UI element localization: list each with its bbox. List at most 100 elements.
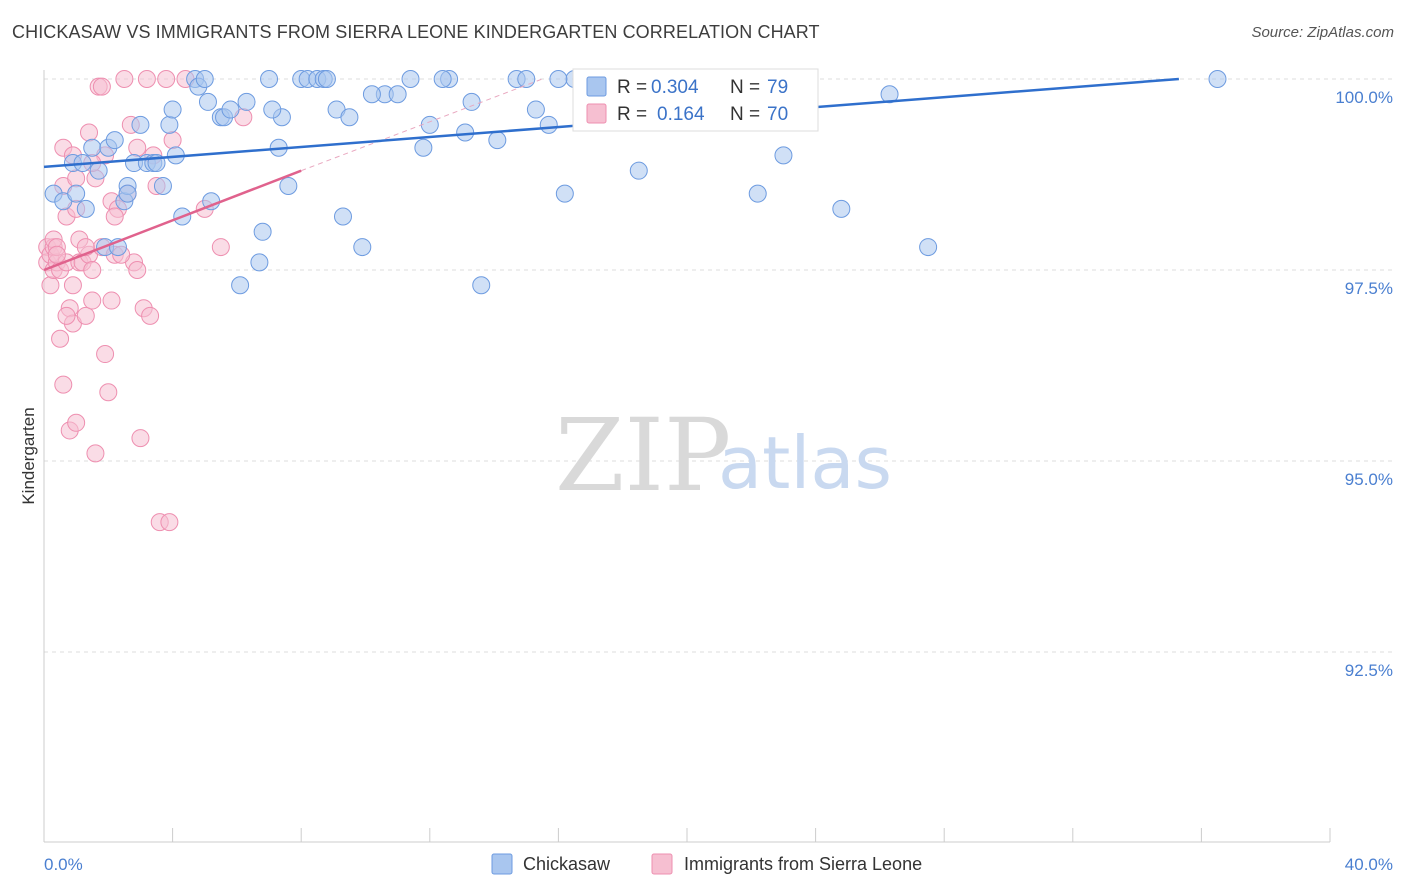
- data-point-chickasaw[interactable]: [420, 115, 439, 134]
- data-point-sierra-leone[interactable]: [63, 276, 82, 295]
- data-point-chickasaw[interactable]: [362, 85, 381, 104]
- data-point-sierra-leone[interactable]: [80, 123, 99, 142]
- series-sierra-leone: [38, 70, 253, 532]
- bottom-legend-swatch-sierra-leone[interactable]: [651, 853, 673, 875]
- legend-r-label-2: R =: [617, 104, 647, 125]
- data-point-chickasaw[interactable]: [153, 176, 172, 195]
- data-point-sierra-leone[interactable]: [160, 513, 179, 532]
- data-point-chickasaw[interactable]: [76, 199, 95, 218]
- data-point-sierra-leone[interactable]: [128, 261, 147, 279]
- data-point-sierra-leone[interactable]: [128, 138, 147, 157]
- data-point-chickasaw[interactable]: [456, 123, 475, 142]
- bottom-legend-label-chickasaw[interactable]: Chickasaw: [523, 854, 611, 874]
- data-point-chickasaw[interactable]: [472, 276, 491, 295]
- legend-r-value-2: 0.164: [657, 104, 705, 125]
- data-point-sierra-leone[interactable]: [137, 70, 156, 88]
- y-tick-label: 92.5%: [1345, 661, 1393, 680]
- data-point-sierra-leone[interactable]: [102, 291, 121, 310]
- data-point-chickasaw[interactable]: [526, 100, 545, 119]
- data-point-sierra-leone[interactable]: [41, 276, 60, 295]
- data-point-chickasaw[interactable]: [748, 184, 767, 203]
- data-point-chickasaw[interactable]: [462, 92, 481, 111]
- data-point-sierra-leone[interactable]: [54, 375, 73, 394]
- data-point-chickasaw[interactable]: [221, 100, 240, 119]
- data-point-chickasaw[interactable]: [131, 115, 150, 134]
- data-point-sierra-leone[interactable]: [83, 291, 102, 310]
- data-point-chickasaw[interactable]: [279, 176, 298, 195]
- data-point-chickasaw[interactable]: [353, 238, 372, 257]
- data-point-chickasaw[interactable]: [163, 100, 182, 119]
- y-axis-title: Kindergarten: [19, 407, 38, 504]
- data-point-sierra-leone[interactable]: [92, 77, 111, 96]
- data-point-sierra-leone[interactable]: [57, 306, 76, 325]
- data-point-chickasaw[interactable]: [105, 131, 124, 150]
- legend-n-value-1: 79: [767, 77, 788, 98]
- legend-frame: [572, 68, 819, 132]
- x-tick-label-min: 0.0%: [44, 855, 83, 874]
- data-point-chickasaw[interactable]: [260, 70, 279, 88]
- data-point-chickasaw[interactable]: [67, 184, 86, 203]
- data-point-chickasaw[interactable]: [555, 184, 574, 203]
- legend-r-label-1: R =: [617, 77, 647, 98]
- data-point-sierra-leone[interactable]: [67, 169, 86, 188]
- chart-title: CHICKASAW VS IMMIGRANTS FROM SIERRA LEON…: [12, 22, 820, 42]
- bottom-legend-swatch-chickasaw[interactable]: [491, 853, 513, 875]
- data-point-chickasaw[interactable]: [629, 161, 648, 180]
- data-point-sierra-leone[interactable]: [141, 306, 160, 325]
- data-point-sierra-leone[interactable]: [47, 245, 66, 264]
- data-point-chickasaw[interactable]: [517, 70, 536, 88]
- grid-lines: [44, 78, 1395, 653]
- data-point-sierra-leone[interactable]: [157, 70, 176, 88]
- data-point-chickasaw[interactable]: [263, 100, 282, 119]
- data-point-sierra-leone[interactable]: [163, 131, 182, 150]
- data-point-chickasaw[interactable]: [340, 108, 359, 127]
- data-point-sierra-leone[interactable]: [115, 70, 134, 88]
- data-point-chickasaw[interactable]: [401, 70, 420, 88]
- data-point-chickasaw[interactable]: [1208, 70, 1227, 88]
- y-tick-label: 100.0%: [1335, 88, 1393, 107]
- x-ticks: [43, 828, 1331, 842]
- data-point-chickasaw[interactable]: [488, 131, 507, 150]
- data-point-chickasaw[interactable]: [83, 138, 102, 157]
- data-point-sierra-leone[interactable]: [67, 413, 86, 432]
- data-point-chickasaw[interactable]: [774, 146, 793, 165]
- data-point-chickasaw[interactable]: [919, 238, 938, 257]
- data-point-chickasaw[interactable]: [414, 138, 433, 157]
- watermark-atlas: atlas: [718, 421, 892, 505]
- data-point-chickasaw[interactable]: [198, 92, 217, 111]
- data-point-sierra-leone[interactable]: [211, 238, 230, 257]
- data-point-chickasaw[interactable]: [549, 70, 568, 88]
- data-point-chickasaw[interactable]: [195, 70, 214, 88]
- legend-box: R = 0.304 N = 79 R = 0.164 N = 70: [572, 68, 819, 132]
- source-label[interactable]: Source: ZipAtlas.com: [1251, 24, 1394, 41]
- data-point-chickasaw[interactable]: [160, 115, 179, 134]
- x-tick-label-max: 40.0%: [1345, 855, 1393, 874]
- data-point-sierra-leone[interactable]: [99, 383, 118, 402]
- data-point-sierra-leone[interactable]: [86, 444, 105, 463]
- trend-extension-sierra-leone: [301, 78, 543, 172]
- data-point-chickasaw[interactable]: [231, 276, 250, 295]
- data-point-chickasaw[interactable]: [880, 85, 899, 104]
- watermark-zip: ZIP: [555, 397, 731, 514]
- legend-n-label-2: N =: [730, 104, 760, 125]
- trend-line-sierra-leone: [43, 169, 302, 272]
- data-point-chickasaw[interactable]: [539, 115, 558, 134]
- legend-swatch-sierra-leone: [586, 103, 607, 124]
- data-point-chickasaw[interactable]: [237, 92, 256, 111]
- data-point-sierra-leone[interactable]: [76, 306, 95, 325]
- data-point-chickasaw[interactable]: [317, 70, 336, 88]
- data-point-sierra-leone[interactable]: [96, 345, 115, 364]
- data-point-chickasaw[interactable]: [832, 199, 851, 218]
- data-point-sierra-leone[interactable]: [83, 261, 102, 279]
- data-point-sierra-leone[interactable]: [51, 329, 70, 348]
- data-point-chickasaw[interactable]: [333, 207, 352, 226]
- data-point-chickasaw[interactable]: [388, 85, 407, 104]
- data-point-chickasaw[interactable]: [433, 70, 452, 88]
- data-point-sierra-leone[interactable]: [131, 429, 150, 448]
- data-point-chickasaw[interactable]: [250, 253, 269, 272]
- data-point-chickasaw[interactable]: [89, 161, 108, 180]
- data-point-chickasaw[interactable]: [118, 184, 137, 203]
- bottom-legend-label-sierra-leone[interactable]: Immigrants from Sierra Leone: [684, 854, 922, 874]
- data-point-chickasaw[interactable]: [253, 222, 272, 241]
- data-point-sierra-leone[interactable]: [105, 207, 124, 226]
